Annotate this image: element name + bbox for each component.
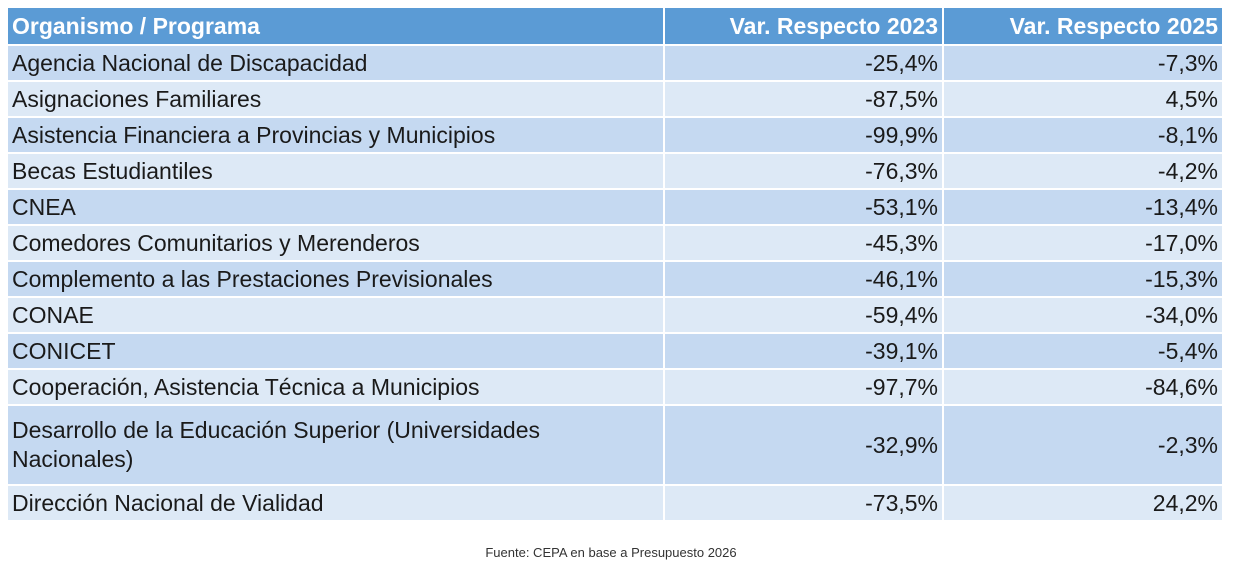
table-row: CONICET -39,1% -5,4%	[8, 333, 1222, 370]
table-row: Asignaciones Familiares -87,5% 4,5%	[8, 81, 1222, 118]
organismo-cell: Asistencia Financiera a Provincias y Mun…	[8, 117, 665, 154]
var-2025-cell: -84,6%	[943, 369, 1222, 406]
var-2025-cell: 4,5%	[943, 81, 1222, 118]
source-note: Fuente: CEPA en base a Presupuesto 2026	[485, 545, 737, 560]
organismo-cell: CNEA	[8, 189, 665, 226]
var-2023-cell: -45,3%	[664, 225, 944, 262]
table-header-row: Organismo / Programa Var. Respecto 2023 …	[8, 8, 1222, 46]
table-row: CNEA -53,1% -13,4%	[8, 189, 1222, 226]
column-header-var-2023: Var. Respecto 2023	[664, 8, 944, 46]
var-2025-cell: -5,4%	[943, 333, 1222, 370]
var-2025-cell: -4,2%	[943, 153, 1222, 190]
var-2025-cell: 24,2%	[943, 485, 1222, 522]
organismo-cell: Dirección Nacional de Vialidad	[8, 485, 665, 522]
organismo-cell: Becas Estudiantiles	[8, 153, 665, 190]
var-2023-cell: -76,3%	[664, 153, 944, 190]
var-2025-cell: -15,3%	[943, 261, 1222, 298]
table-row: CONAE -59,4% -34,0%	[8, 297, 1222, 334]
var-2023-cell: -87,5%	[664, 81, 944, 118]
organismo-cell: Desarrollo de la Educación Superior (Uni…	[8, 405, 665, 486]
organismo-cell: Complemento a las Prestaciones Prevision…	[8, 261, 665, 298]
organismo-cell: Asignaciones Familiares	[8, 81, 665, 118]
var-2023-cell: -46,1%	[664, 261, 944, 298]
var-2023-cell: -25,4%	[664, 45, 944, 82]
column-header-organismo: Organismo / Programa	[8, 8, 665, 46]
var-2023-cell: -32,9%	[664, 405, 944, 486]
table-row: Complemento a las Prestaciones Prevision…	[8, 261, 1222, 298]
var-2023-cell: -97,7%	[664, 369, 944, 406]
var-2025-cell: -34,0%	[943, 297, 1222, 334]
table-row: Comedores Comunitarios y Merenderos -45,…	[8, 225, 1222, 262]
budget-variation-table: Organismo / Programa Var. Respecto 2023 …	[8, 8, 1222, 522]
var-2023-cell: -39,1%	[664, 333, 944, 370]
var-2025-cell: -8,1%	[943, 117, 1222, 154]
var-2025-cell: -7,3%	[943, 45, 1222, 82]
table-row: Agencia Nacional de Discapacidad -25,4% …	[8, 45, 1222, 82]
table-row: Dirección Nacional de Vialidad -73,5% 24…	[8, 485, 1222, 522]
organismo-cell: CONAE	[8, 297, 665, 334]
var-2023-cell: -59,4%	[664, 297, 944, 334]
var-2023-cell: -73,5%	[664, 485, 944, 522]
var-2023-cell: -99,9%	[664, 117, 944, 154]
organismo-cell: Cooperación, Asistencia Técnica a Munici…	[8, 369, 665, 406]
table-row: Asistencia Financiera a Provincias y Mun…	[8, 117, 1222, 154]
organismo-cell: Comedores Comunitarios y Merenderos	[8, 225, 665, 262]
var-2023-cell: -53,1%	[664, 189, 944, 226]
table-row: Cooperación, Asistencia Técnica a Munici…	[8, 369, 1222, 406]
var-2025-cell: -13,4%	[943, 189, 1222, 226]
column-header-var-2025: Var. Respecto 2025	[943, 8, 1222, 46]
table-row: Becas Estudiantiles -76,3% -4,2%	[8, 153, 1222, 190]
organismo-cell: Agencia Nacional de Discapacidad	[8, 45, 665, 82]
organismo-cell: CONICET	[8, 333, 665, 370]
var-2025-cell: -2,3%	[943, 405, 1222, 486]
var-2025-cell: -17,0%	[943, 225, 1222, 262]
table-row: Desarrollo de la Educación Superior (Uni…	[8, 405, 1222, 486]
